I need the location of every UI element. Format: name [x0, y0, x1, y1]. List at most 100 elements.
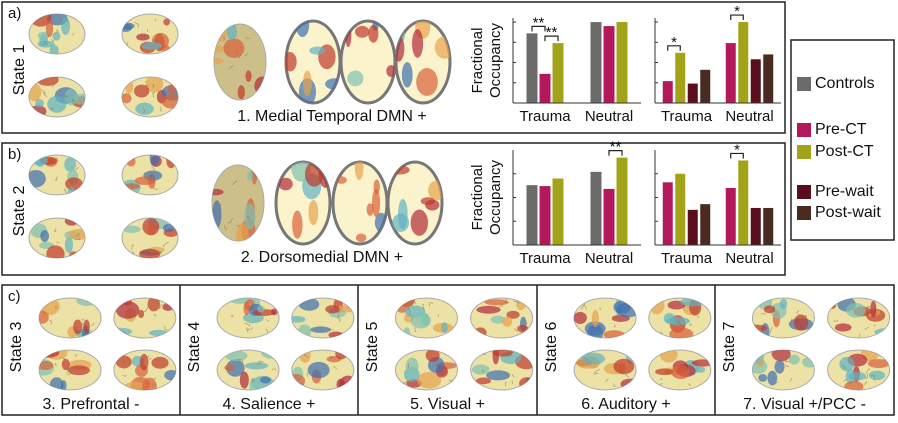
brain-spot [875, 328, 893, 336]
axial-brain [393, 16, 455, 103]
brain-spot [140, 354, 149, 371]
brain-spot [492, 348, 513, 356]
brain-spot [502, 316, 512, 327]
state-label: State 7 [721, 322, 738, 373]
brain-spot [592, 310, 599, 327]
y-axis-label: Fractional [469, 28, 486, 94]
brain-spot [392, 214, 409, 232]
panel-label: c) [8, 288, 21, 305]
legend-label: Post-CT [815, 143, 874, 160]
brain-spot [655, 368, 673, 375]
bar [553, 179, 564, 246]
bar [604, 26, 615, 103]
brain-spot [374, 180, 380, 194]
significance-label: * [734, 141, 740, 158]
brain-surface [121, 75, 184, 117]
brain-spot [162, 94, 181, 108]
bar [675, 53, 685, 103]
brain-spot [848, 372, 866, 380]
brain-spot [243, 302, 249, 316]
brain-surface [574, 349, 640, 390]
axial-brain [284, 13, 347, 105]
bar [700, 70, 710, 103]
brain-spot [660, 347, 678, 362]
brain-surface [471, 298, 533, 338]
brain-spot [135, 103, 153, 115]
legend-swatch [797, 185, 811, 199]
brain-surface [288, 298, 358, 339]
brain-spot [127, 156, 136, 167]
brain-spot [758, 374, 767, 382]
brain-spot [207, 189, 224, 195]
brain-surface [29, 9, 85, 56]
significance-label: ** [533, 14, 545, 31]
bar [617, 22, 628, 103]
brain-spot [472, 364, 489, 374]
brain-surface [114, 350, 179, 396]
brain-spot [775, 360, 785, 374]
brain-spot [695, 367, 705, 373]
axial-brain [276, 153, 332, 244]
brain-surface [394, 295, 457, 339]
y-axis-label: Occupancy [487, 22, 504, 98]
legend-label: Post-wait [815, 204, 881, 221]
brain-spot [261, 345, 284, 359]
brain-spot [123, 226, 141, 233]
brain-spot [846, 303, 866, 318]
brain-spot [403, 327, 410, 339]
brain-spot [257, 306, 265, 313]
brain-surface [395, 349, 457, 390]
caption: 1. Medial Temporal DMN + [237, 108, 427, 125]
brain-spot [212, 200, 221, 228]
brain-spot [339, 376, 356, 393]
brain-spot [53, 32, 61, 41]
brain-surface [471, 347, 538, 395]
bar [726, 43, 736, 103]
brain-spot [83, 320, 90, 334]
caption: 2. Dorsomedial DMN + [241, 249, 403, 266]
brain-spot [166, 153, 176, 169]
axial-brain [333, 154, 387, 244]
brain-spot [136, 34, 149, 41]
caption: 5. Visual + [410, 396, 485, 413]
brain-surface [828, 297, 893, 338]
caption: 6. Auditory + [581, 396, 670, 413]
brain-spot [163, 224, 175, 232]
significance-label: * [734, 3, 740, 20]
significance-label: ** [610, 139, 622, 156]
brain-spot [240, 372, 249, 389]
brain-surface [217, 345, 284, 394]
brain-spot [835, 323, 852, 331]
brain-surface [210, 23, 272, 100]
y-axis-label: Fractional [469, 165, 486, 231]
brain-spot [142, 218, 159, 235]
axial-brain [388, 162, 445, 244]
brain-spot [486, 370, 510, 380]
brain-spot [757, 359, 764, 366]
brain-spot [476, 306, 500, 314]
bar [763, 208, 773, 245]
state-label: State 2 [11, 186, 28, 237]
brain-spot [224, 364, 234, 371]
brain-spot [666, 317, 690, 325]
legend-label: Controls [815, 75, 875, 92]
bar [591, 22, 602, 103]
bar [663, 81, 673, 103]
brain-spot [780, 299, 787, 309]
brain-spot [116, 301, 139, 318]
brain-spot [244, 203, 255, 229]
significance-label: ** [546, 24, 558, 41]
x-tick-label: Trauma [519, 250, 571, 267]
brain-spot [829, 302, 836, 309]
brain-spot [142, 378, 156, 396]
brain-spot [210, 58, 223, 64]
brain-spot [150, 148, 160, 165]
brain-spot [308, 362, 330, 378]
brain-spot [574, 312, 587, 324]
brain-spot [406, 357, 419, 374]
brain-spot [412, 29, 423, 58]
bar [726, 188, 736, 245]
brain-spot [149, 330, 168, 336]
bar [591, 172, 602, 245]
